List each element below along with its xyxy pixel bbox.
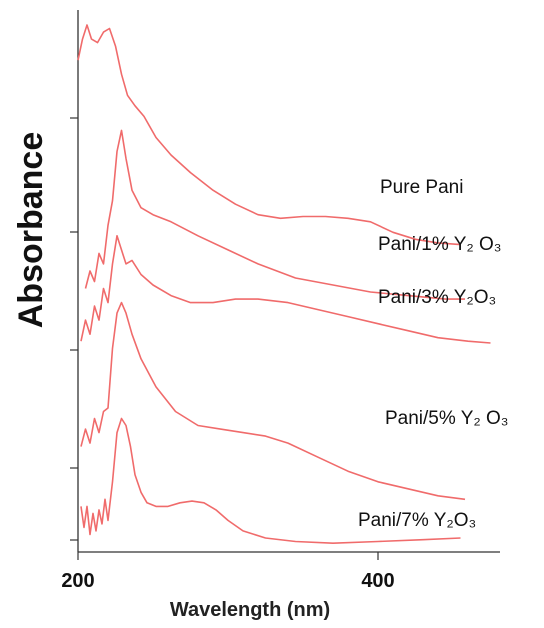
series-line-4 bbox=[80, 301, 466, 501]
x-axis-title: Wavelength (nm) bbox=[170, 599, 330, 621]
series-label-7pct: Pani/7% Y₂O₃ bbox=[358, 510, 476, 531]
y-ticks bbox=[70, 117, 78, 541]
series-line-3 bbox=[80, 235, 491, 344]
x-tick-label: 400 bbox=[361, 570, 394, 592]
x-tick-label: 200 bbox=[61, 570, 94, 592]
x-ticks: 200 400 bbox=[61, 552, 395, 592]
series-label-pure-pani: Pure Pani bbox=[380, 177, 463, 198]
series-line-5 bbox=[80, 417, 461, 545]
series-line-2 bbox=[84, 129, 465, 300]
series-label-1pct: Pani/1% Y₂ O₃ bbox=[378, 234, 502, 255]
series-lines bbox=[77, 24, 491, 545]
series-label-5pct: Pani/5% Y₂ O₃ bbox=[385, 408, 509, 429]
y-axis-title: Absorbance bbox=[12, 132, 50, 329]
series-label-3pct: Pani/3% Y₂O₃ bbox=[378, 287, 496, 308]
series-line-1 bbox=[77, 24, 461, 246]
